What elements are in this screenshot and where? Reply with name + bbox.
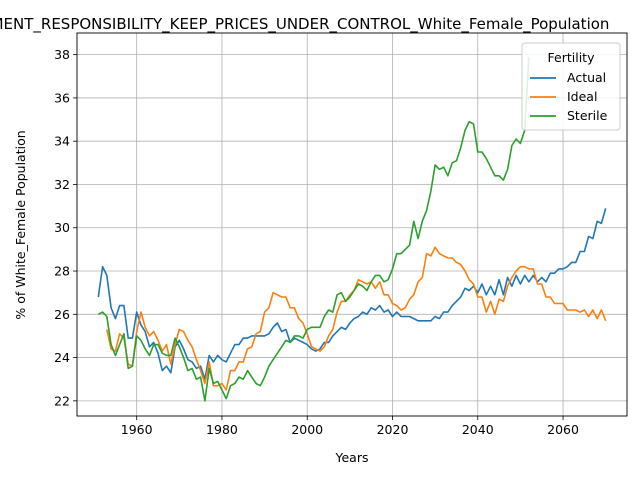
legend-label-ideal: Ideal <box>567 89 597 104</box>
y-tick-label: 30 <box>54 220 70 235</box>
legend-entries: Actual Ideal Sterile <box>530 70 608 123</box>
legend-label-actual: Actual <box>567 70 606 85</box>
series-layer <box>97 56 607 402</box>
x-tick-label: 1960 <box>121 422 153 437</box>
y-tick-label: 24 <box>54 350 70 365</box>
x-axis-label: Years <box>335 450 369 465</box>
y-tick-label: 36 <box>54 90 70 105</box>
y-tick-label: 34 <box>54 134 70 149</box>
x-axis: 1960 1980 2000 2020 2040 2060 <box>121 416 579 437</box>
y-tick-label: 32 <box>54 177 70 192</box>
legend-box <box>521 42 621 131</box>
y-tick-label: 28 <box>54 264 70 279</box>
legend-label-sterile: Sterile <box>567 108 608 123</box>
x-tick-label: 2060 <box>547 422 579 437</box>
legend: Fertility Actual Ideal Sterile <box>521 42 621 131</box>
legend-title: Fertility <box>548 50 596 65</box>
x-tick-label: 2040 <box>462 422 494 437</box>
plot-frame <box>76 32 628 417</box>
x-tick-label: 2000 <box>291 422 323 437</box>
y-axis: 22 24 26 28 30 32 34 36 38 <box>54 47 77 408</box>
y-axis-label: % of White_Female Population <box>13 130 28 319</box>
y-tick-label: 26 <box>54 307 70 322</box>
y-tick-label: 22 <box>54 393 70 408</box>
chart-title: MENT_RESPONSIBILITY_KEEP_PRICES_UNDER_CO… <box>0 15 609 34</box>
series-line-actual <box>97 208 607 380</box>
x-tick-label: 2020 <box>377 422 409 437</box>
series-line-ideal <box>106 246 607 391</box>
x-tick-label: 1980 <box>206 422 238 437</box>
series-line-sterile <box>97 56 530 402</box>
y-tick-label: 38 <box>54 47 70 62</box>
